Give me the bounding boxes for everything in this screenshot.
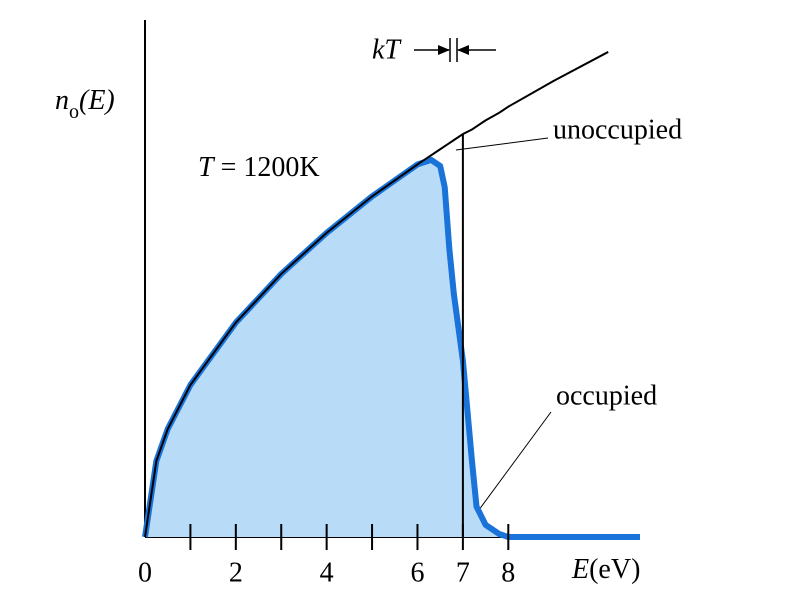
- area: [145, 159, 640, 538]
- x-label-unit: (eV): [589, 554, 640, 585]
- annotation-unoccupied: unoccupied: [553, 114, 682, 145]
- annotation-occupied: occupied: [556, 380, 657, 411]
- y-label-main: n: [55, 85, 69, 116]
- kt-arrows: [414, 38, 496, 62]
- x-tick-label: 7: [456, 557, 470, 588]
- leader-line: [472, 411, 552, 519]
- title-value: = 1200K: [214, 152, 320, 183]
- x-tick-label: 4: [320, 557, 334, 588]
- x-label-symbol: E: [571, 554, 589, 585]
- leader-line: [455, 137, 549, 151]
- chart-title: T = 1200K: [198, 152, 320, 183]
- x-axis-label: E(eV): [571, 554, 640, 585]
- x-tick-label: 0: [138, 557, 152, 588]
- line: [144, 51, 609, 538]
- y-label-sub: o: [69, 101, 79, 123]
- y-label-arg: (E): [79, 85, 115, 116]
- y-axis-label: no(E): [55, 85, 115, 122]
- x-tick-label: 8: [501, 557, 515, 588]
- x-tick-label: 6: [410, 557, 424, 588]
- x-tick-label: 2: [229, 557, 243, 588]
- title-symbol: T: [198, 152, 216, 183]
- kt-label: kT: [372, 34, 402, 65]
